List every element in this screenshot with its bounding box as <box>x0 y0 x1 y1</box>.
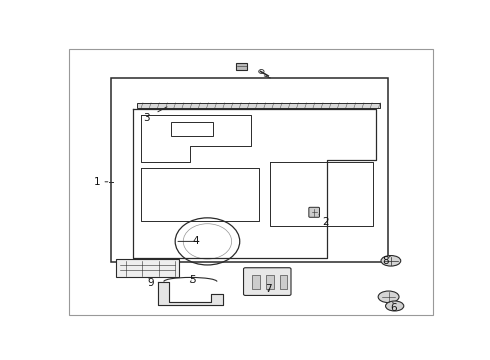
Bar <box>252 275 260 288</box>
Text: 6: 6 <box>390 303 397 313</box>
Bar <box>116 260 179 278</box>
Bar <box>137 103 380 108</box>
FancyBboxPatch shape <box>244 268 291 296</box>
Text: 9: 9 <box>147 278 154 288</box>
Ellipse shape <box>381 256 401 266</box>
Text: 5: 5 <box>189 275 196 285</box>
Ellipse shape <box>378 291 399 303</box>
Bar <box>267 275 274 288</box>
Bar <box>111 78 388 262</box>
Bar <box>236 63 247 69</box>
Bar <box>172 122 213 136</box>
Text: 3: 3 <box>144 113 150 123</box>
Text: 2: 2 <box>322 217 328 227</box>
FancyBboxPatch shape <box>309 207 319 217</box>
Text: 4: 4 <box>193 237 199 246</box>
Text: 1: 1 <box>94 177 100 187</box>
Text: 8: 8 <box>383 256 389 266</box>
Text: 7: 7 <box>265 284 271 293</box>
Ellipse shape <box>386 301 404 311</box>
Bar <box>280 275 287 288</box>
Polygon shape <box>158 282 222 305</box>
